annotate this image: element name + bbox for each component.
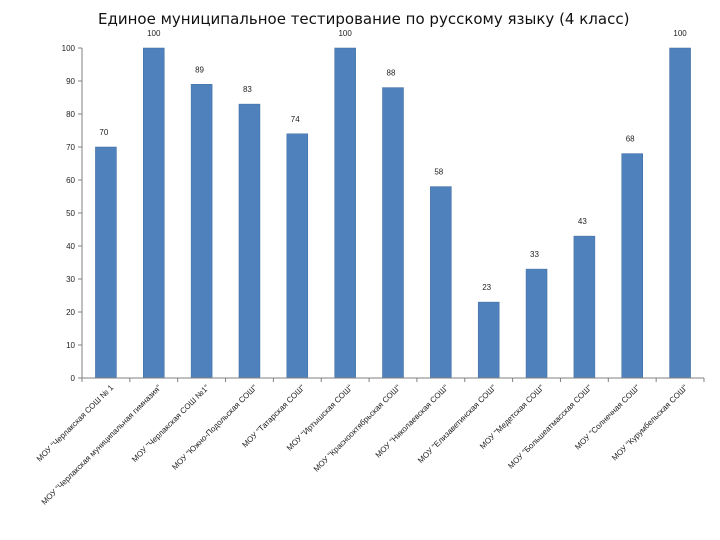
data-label: 74 [291,115,300,124]
x-category-label: МОУ "Большеатмасская СОШ" [506,383,594,471]
y-tick-label: 50 [66,209,75,218]
data-label: 83 [243,85,252,94]
data-label: 100 [147,29,161,38]
y-tick-label: 20 [66,308,75,317]
data-label: 88 [387,69,396,78]
x-category-label: МОУ "Елизаветинская СОШ" [416,383,498,465]
data-label: 100 [673,29,687,38]
y-tick-label: 30 [66,275,75,284]
bar [430,186,452,379]
bar [525,268,548,379]
y-tick-label: 80 [66,110,75,119]
x-category-label: МОУ "Черлакская СОШ № 1 [35,383,116,464]
y-tick-label: 90 [66,77,75,86]
data-label: 70 [99,128,108,137]
data-label: 100 [338,29,352,38]
bar [477,301,500,379]
bar [382,87,404,379]
x-category-label: МОУ "Южно-Подольская СОШ" [170,383,259,472]
y-tick-label: 70 [66,143,75,152]
bar [573,235,596,379]
data-labels: 70 100 89 83 74 100 88 58 23 33 43 68 100 [99,29,687,292]
bar [95,146,117,379]
y-tick-label: 40 [66,242,75,251]
data-label: 43 [578,217,587,226]
chart-title: Единое муниципальное тестирование по рус… [98,10,630,28]
data-label: 68 [626,135,635,144]
bar [238,103,261,379]
x-category-label: МОУ "Краснооктябрьская СОШ" [312,383,403,474]
y-tick-label: 0 [71,374,76,383]
bar [669,47,691,379]
bar [334,47,356,379]
y-tick-label: 100 [62,44,76,53]
bar [143,47,165,379]
bar [621,153,643,379]
x-category-label: МОУ "Курумбельская СОШ" [610,383,690,463]
x-category-label: МОУ "Черлакская СОШ №1" [130,383,211,464]
bar [286,133,309,379]
bars [95,47,691,379]
bar [190,84,213,379]
y-axis: 0 10 20 30 40 50 60 70 80 90 100 [62,44,83,383]
data-label: 58 [434,168,443,177]
y-tick-label: 10 [66,341,75,350]
y-tick-label: 60 [66,176,75,185]
data-label: 33 [530,250,539,259]
data-label: 23 [482,283,491,292]
data-label: 89 [195,65,204,74]
